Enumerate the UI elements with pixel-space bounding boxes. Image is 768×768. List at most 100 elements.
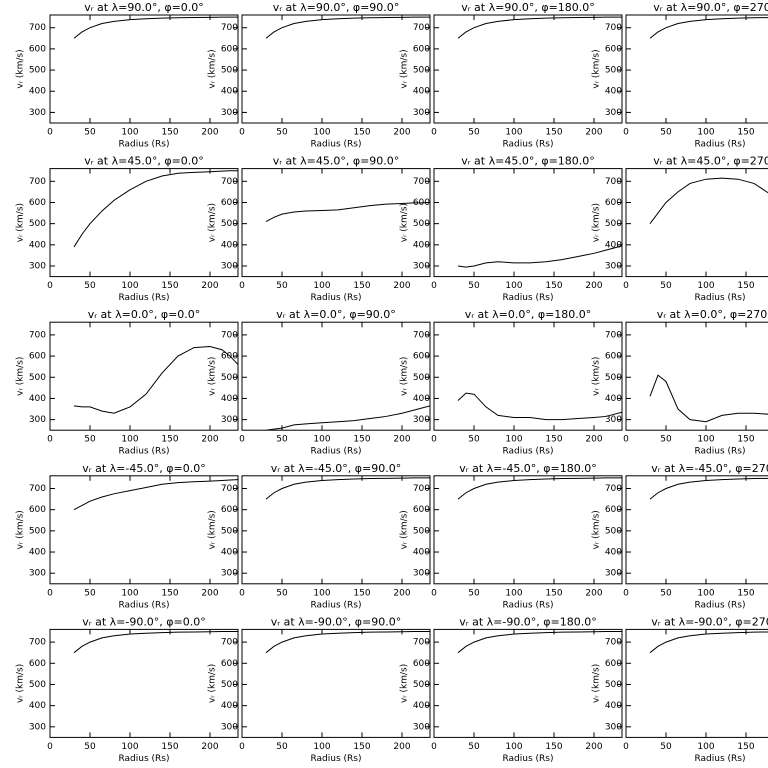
y-tick-label: 400 <box>29 394 46 404</box>
x-tick-label: 0 <box>431 281 437 291</box>
plot-frame <box>241 475 431 585</box>
panel-title: vᵣ at λ=-45.0°, φ=90.0° <box>271 462 402 475</box>
y-tick-label: 600 <box>605 505 622 515</box>
x-tick-label: 200 <box>585 742 602 752</box>
y-tick-label: 500 <box>29 219 46 229</box>
y-tick-label: 600 <box>413 659 430 669</box>
plot-frame <box>49 628 239 738</box>
data-line <box>457 245 622 268</box>
x-tick-label: 100 <box>121 128 138 138</box>
plot-frame <box>241 14 431 124</box>
x-axis-label: Radius (Rs) <box>502 754 553 764</box>
y-tick-label: 300 <box>29 415 46 425</box>
y-axis-label: vᵣ (km/s) <box>208 510 218 549</box>
plot-frame <box>433 628 623 738</box>
y-tick-label: 600 <box>29 659 46 669</box>
x-tick-label: 150 <box>353 588 370 598</box>
y-tick-label: 700 <box>605 23 622 33</box>
x-tick-label: 0 <box>431 128 437 138</box>
y-tick-label: 300 <box>29 722 46 732</box>
plot-frame <box>433 321 623 431</box>
y-tick-label: 700 <box>221 23 238 33</box>
x-axis-label: Radius (Rs) <box>694 140 745 150</box>
x-tick-label: 200 <box>201 435 218 445</box>
x-axis-label: Radius (Rs) <box>502 293 553 303</box>
data-line <box>265 16 430 39</box>
x-tick-label: 150 <box>545 128 562 138</box>
data-line <box>457 16 622 39</box>
y-tick-label: 500 <box>413 526 430 536</box>
panel: vᵣ at λ=-45.0°, φ=0.0° 300 400 500 600 700 0 50… <box>16 462 239 610</box>
x-tick-label: 200 <box>393 742 410 752</box>
y-tick-label: 700 <box>29 330 46 340</box>
x-tick-label: 50 <box>276 588 288 598</box>
x-axis-label: Radius (Rs) <box>118 600 169 610</box>
x-tick-label: 200 <box>201 588 218 598</box>
data-line <box>649 17 768 39</box>
x-tick-label: 0 <box>623 281 629 291</box>
x-tick-label: 0 <box>623 128 629 138</box>
x-tick-label: 150 <box>353 435 370 445</box>
x-tick-label: 200 <box>393 588 410 598</box>
data-line <box>265 405 430 431</box>
plot-frame <box>241 168 431 278</box>
y-axis-label: vᵣ (km/s) <box>208 357 218 396</box>
data-line <box>649 631 768 654</box>
x-tick-label: 150 <box>737 128 754 138</box>
y-axis-label: vᵣ (km/s) <box>208 664 218 703</box>
x-tick-label: 150 <box>161 435 178 445</box>
y-tick-label: 300 <box>221 722 238 732</box>
x-tick-label: 0 <box>47 742 53 752</box>
y-tick-label: 400 <box>221 548 238 558</box>
x-tick-label: 0 <box>47 281 53 291</box>
plot-frame <box>433 168 623 278</box>
y-tick-label: 700 <box>605 177 622 187</box>
panel-title: vᵣ at λ=45.0°, φ=270.0° <box>653 155 768 168</box>
data-line <box>73 631 238 654</box>
y-tick-label: 300 <box>29 108 46 118</box>
x-tick-label: 100 <box>313 281 330 291</box>
y-tick-label: 400 <box>221 240 238 250</box>
y-tick-label: 400 <box>29 87 46 97</box>
plot-frame <box>433 14 623 124</box>
panel-title: vᵣ at λ=-90.0°, φ=270.0° <box>651 615 768 628</box>
x-tick-label: 50 <box>276 742 288 752</box>
y-tick-label: 400 <box>605 394 622 404</box>
y-tick-label: 700 <box>413 638 430 648</box>
x-tick-label: 200 <box>585 588 602 598</box>
x-tick-label: 100 <box>505 588 522 598</box>
data-line <box>265 631 430 654</box>
y-tick-label: 500 <box>221 373 238 383</box>
panel: vᵣ at λ=45.0°, φ=180.0° 300 400 500 600 700 0 5… <box>400 155 623 303</box>
y-axis-label: vᵣ (km/s) <box>400 357 410 396</box>
panel-title: vᵣ at λ=45.0°, φ=180.0° <box>461 155 595 168</box>
x-tick-label: 150 <box>353 742 370 752</box>
y-tick-label: 600 <box>29 352 46 362</box>
y-tick-label: 400 <box>221 87 238 97</box>
panel: vᵣ at λ=90.0°, φ=180.0° 300 400 500 600 700 0 5… <box>400 1 623 150</box>
y-tick-label: 700 <box>413 330 430 340</box>
y-axis-label: vᵣ (km/s) <box>16 203 26 242</box>
x-tick-label: 0 <box>239 128 245 138</box>
plot-frame <box>625 321 768 431</box>
y-axis-label: vᵣ (km/s) <box>592 664 602 703</box>
x-tick-label: 100 <box>505 435 522 445</box>
y-tick-label: 700 <box>29 484 46 494</box>
x-axis-label: Radius (Rs) <box>694 600 745 610</box>
x-tick-label: 150 <box>737 281 754 291</box>
y-tick-label: 300 <box>413 262 430 272</box>
x-tick-label: 150 <box>353 128 370 138</box>
panel-title: vᵣ at λ=-45.0°, φ=180.0° <box>459 462 597 475</box>
y-tick-label: 600 <box>605 352 622 362</box>
x-tick-label: 100 <box>313 588 330 598</box>
x-tick-label: 50 <box>660 742 672 752</box>
panel: vᵣ at λ=0.0°, φ=270.0° 300 400 500 600 700 0 50… <box>592 308 768 457</box>
plot-frame <box>625 628 768 738</box>
y-tick-label: 400 <box>605 87 622 97</box>
y-tick-label: 500 <box>413 219 430 229</box>
x-tick-label: 150 <box>161 588 178 598</box>
x-tick-label: 200 <box>393 435 410 445</box>
x-axis-label: Radius (Rs) <box>694 293 745 303</box>
y-axis-label: vᵣ (km/s) <box>16 357 26 396</box>
